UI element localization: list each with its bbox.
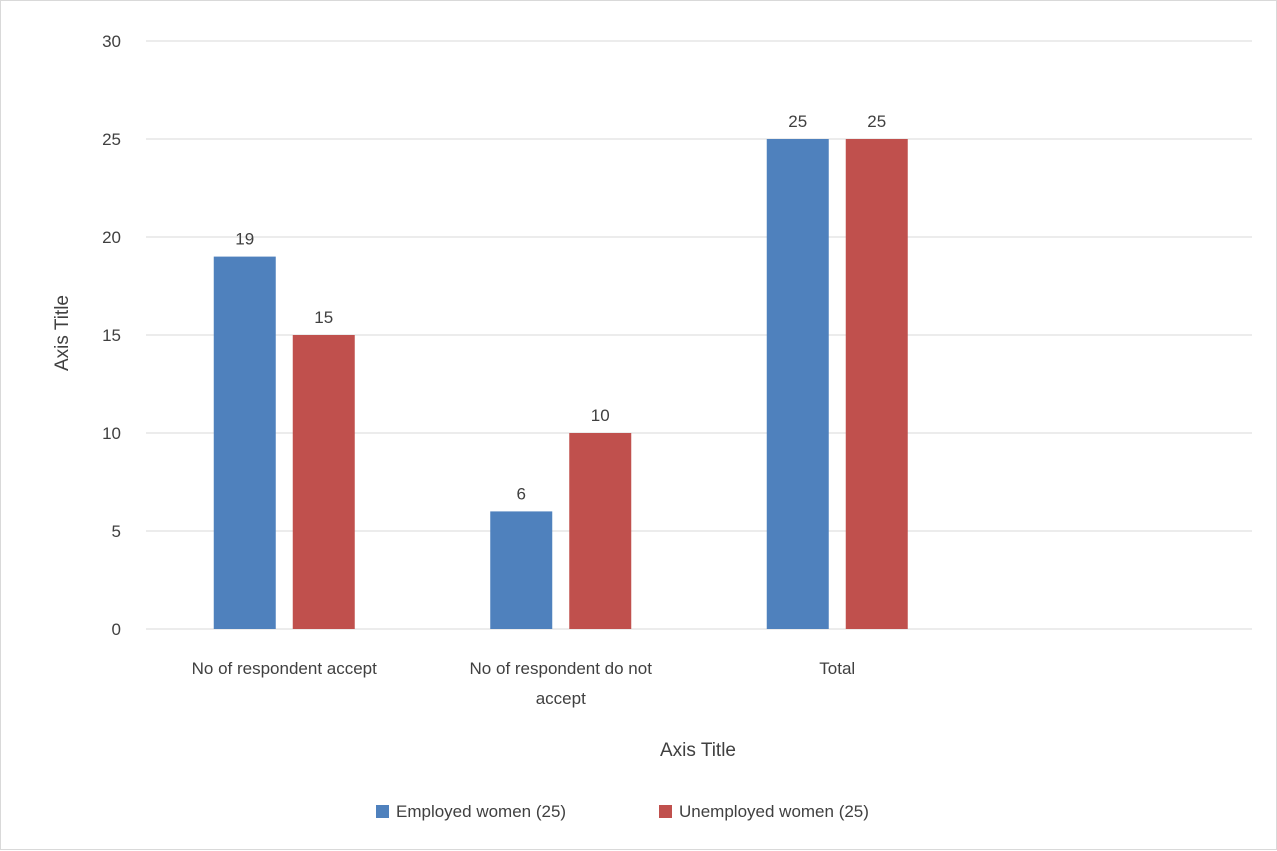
data-label: 15: [314, 308, 333, 327]
y-tick-label: 10: [102, 424, 121, 443]
x-category-label: Total: [819, 659, 855, 678]
x-axis-category-labels: No of respondent accept No of respondent …: [192, 659, 856, 708]
legend: Employed women (25) Unemployed women (25): [376, 802, 869, 821]
bar-employed-1: [490, 511, 553, 629]
y-tick-label: 20: [102, 228, 121, 247]
y-tick-label: 30: [102, 32, 121, 51]
bar-employed-0: [213, 256, 276, 629]
bar-unemployed-2: [845, 139, 908, 629]
x-category-label-line: No of respondent do not: [470, 659, 653, 678]
y-axis-title: Axis Title: [52, 295, 73, 371]
x-category-label-line: accept: [536, 689, 586, 708]
legend-swatch-employed: [376, 805, 389, 818]
legend-label-unemployed: Unemployed women (25): [679, 802, 869, 821]
bar-employed-2: [766, 139, 829, 629]
data-label: 19: [235, 230, 254, 249]
x-axis-title: Axis Title: [660, 740, 736, 761]
data-label: 10: [591, 406, 610, 425]
y-tick-label: 0: [112, 620, 121, 639]
data-label: 6: [517, 484, 526, 503]
legend-label-employed: Employed women (25): [396, 802, 566, 821]
data-labels: 19 15 6 10 25 25: [235, 112, 886, 503]
data-label: 25: [788, 112, 807, 131]
x-category-label-line: No of respondent accept: [192, 659, 378, 678]
data-label: 25: [867, 112, 886, 131]
y-axis-tick-labels: 0 5 10 15 20 25 30: [102, 32, 121, 639]
bar-unemployed-0: [292, 335, 355, 629]
y-tick-label: 25: [102, 130, 121, 149]
bar-unemployed-1: [569, 433, 632, 629]
x-category-label: No of respondent accept: [192, 659, 378, 678]
y-tick-label: 5: [112, 522, 121, 541]
x-category-label: No of respondent do not accept: [470, 659, 653, 708]
bars: [213, 139, 908, 629]
y-tick-label: 15: [102, 326, 121, 345]
x-category-label-line: Total: [819, 659, 855, 678]
legend-swatch-unemployed: [659, 805, 672, 818]
